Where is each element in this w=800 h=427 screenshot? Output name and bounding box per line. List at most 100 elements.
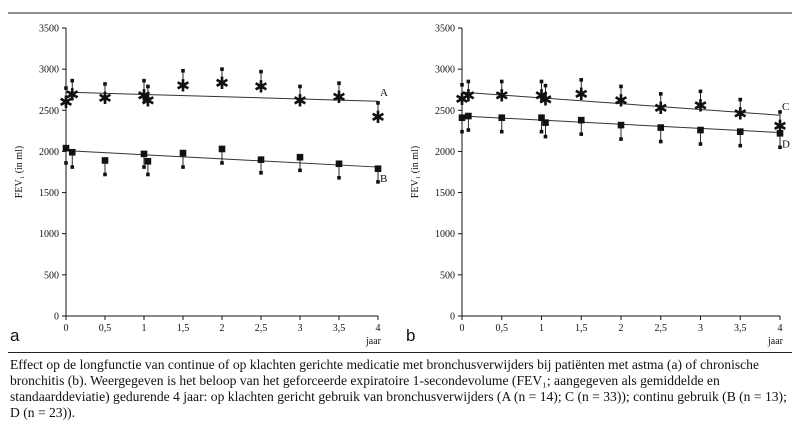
error-cap bbox=[698, 142, 703, 146]
error-cap bbox=[499, 129, 504, 134]
data-point-asterisk: ✱ bbox=[461, 86, 475, 106]
error-cap bbox=[460, 129, 464, 134]
error-cap bbox=[70, 78, 75, 83]
x-tick-label: 3 bbox=[298, 323, 303, 334]
data-point-square bbox=[577, 116, 585, 124]
data-point-asterisk: ✱ bbox=[176, 77, 190, 97]
x-tick-label: 1 bbox=[539, 323, 544, 334]
y-tick-label: 3000 bbox=[435, 65, 455, 76]
data-point-square bbox=[776, 130, 784, 137]
y-tick-label: 0 bbox=[54, 312, 59, 323]
chart-panel-b: 0 500 1000 1500 2000 2500 3000 3500 0 0,5 1 1,5 2 2,5… bbox=[406, 24, 790, 348]
data-point-square bbox=[542, 119, 549, 126]
error-cap bbox=[543, 134, 548, 139]
data-point-asterisk: ✱ bbox=[693, 96, 707, 116]
data-point-square bbox=[62, 144, 70, 152]
series-label: A bbox=[380, 87, 388, 99]
x-tick-label: 2,5 bbox=[655, 323, 668, 334]
data-point-asterisk: ✱ bbox=[141, 91, 155, 111]
y-tick-label: 1000 bbox=[39, 229, 59, 240]
error-cap bbox=[499, 79, 504, 84]
data-point-square bbox=[458, 114, 466, 121]
error-cap bbox=[181, 165, 185, 169]
data-point-square bbox=[101, 157, 109, 164]
series-D: D bbox=[458, 112, 790, 151]
error-cap bbox=[220, 161, 224, 165]
x-tick-label: 1,5 bbox=[177, 323, 190, 334]
x-tick-label: 3,5 bbox=[333, 323, 346, 334]
data-point-asterisk: ✱ bbox=[614, 91, 628, 111]
data-point-square bbox=[335, 160, 343, 168]
data-point-asterisk: ✱ bbox=[455, 90, 469, 110]
error-cap bbox=[64, 161, 68, 165]
error-cap bbox=[376, 101, 380, 105]
data-point-square bbox=[140, 150, 148, 158]
data-point-asterisk: ✱ bbox=[371, 108, 385, 128]
data-point-square bbox=[218, 145, 226, 153]
y-tick-label: 2000 bbox=[39, 147, 59, 158]
error-cap bbox=[70, 165, 75, 169]
y-tick-label: 500 bbox=[44, 270, 59, 281]
x-axis-unit: jaar bbox=[365, 336, 382, 347]
error-cap bbox=[376, 180, 380, 184]
x-tick-label: 0 bbox=[460, 323, 465, 334]
data-point-asterisk: ✱ bbox=[538, 91, 552, 111]
data-point-asterisk: ✱ bbox=[574, 85, 588, 105]
data-point-asterisk: ✱ bbox=[98, 89, 112, 109]
error-cap bbox=[142, 165, 146, 169]
error-cap bbox=[181, 68, 185, 73]
error-cap bbox=[460, 82, 464, 87]
error-cap bbox=[778, 110, 782, 114]
panel-label: b bbox=[406, 326, 415, 345]
figure-caption: Effect op de longfunctie van continue of… bbox=[10, 357, 787, 420]
error-cap bbox=[658, 139, 663, 144]
data-point-square bbox=[657, 124, 665, 131]
x-tick-label: 4 bbox=[778, 323, 783, 334]
chart-panel-a: 0 500 1000 1500 2000 2500 3000 3500 0 0,5 1 1,5 2 2,5… bbox=[10, 24, 388, 348]
error-cap bbox=[64, 86, 68, 90]
x-tick-label: 2 bbox=[619, 323, 624, 334]
data-point-square bbox=[498, 114, 506, 121]
data-point-asterisk: ✱ bbox=[332, 88, 346, 108]
series-A: ✱✱ ✱ ✱✱✱ ✱ ✱✱ ✱✱A bbox=[59, 67, 388, 128]
error-cap bbox=[103, 172, 107, 177]
error-cap bbox=[698, 89, 703, 94]
data-point-asterisk: ✱ bbox=[733, 105, 747, 125]
error-cap bbox=[103, 82, 107, 86]
data-point-square bbox=[296, 153, 304, 161]
chart-figure: 0 500 1000 1500 2000 2500 3000 3500 0 0,5 1 1,5 2 2,5… bbox=[8, 12, 792, 348]
data-point-asterisk: ✱ bbox=[293, 91, 307, 111]
error-cap bbox=[298, 84, 302, 89]
data-point-asterisk: ✱ bbox=[254, 77, 268, 97]
x-tick-label: 2 bbox=[220, 323, 225, 334]
data-point-square bbox=[736, 128, 744, 135]
data-point-square bbox=[374, 165, 382, 173]
data-point-asterisk: ✱ bbox=[215, 74, 229, 94]
error-cap bbox=[466, 128, 471, 132]
error-cap bbox=[738, 97, 743, 102]
y-axis-label: FEV₁ (in ml) bbox=[410, 146, 421, 198]
x-tick-label: 2,5 bbox=[255, 323, 268, 334]
y-tick-label: 1500 bbox=[39, 188, 59, 199]
y-tick-label: 3500 bbox=[39, 24, 59, 35]
error-cap bbox=[658, 92, 663, 96]
y-axis-label: FEV₁ (in ml) bbox=[14, 146, 25, 198]
data-point-square bbox=[179, 149, 187, 157]
x-tick-label: 0,5 bbox=[99, 323, 112, 334]
trend-line bbox=[65, 91, 379, 102]
error-cap bbox=[337, 81, 341, 85]
error-cap bbox=[220, 67, 224, 71]
data-point-asterisk: ✱ bbox=[495, 86, 509, 106]
error-cap bbox=[259, 69, 263, 74]
error-cap bbox=[543, 83, 548, 88]
error-cap bbox=[778, 145, 782, 150]
data-point-square bbox=[68, 148, 76, 156]
data-point-asterisk: ✱ bbox=[59, 93, 73, 113]
error-cap bbox=[337, 175, 341, 180]
error-cap bbox=[466, 79, 471, 84]
error-cap bbox=[146, 84, 150, 89]
data-point-square bbox=[257, 156, 265, 163]
error-cap bbox=[738, 143, 743, 148]
series-label: B bbox=[380, 173, 387, 185]
y-tick-label: 3500 bbox=[435, 24, 455, 35]
